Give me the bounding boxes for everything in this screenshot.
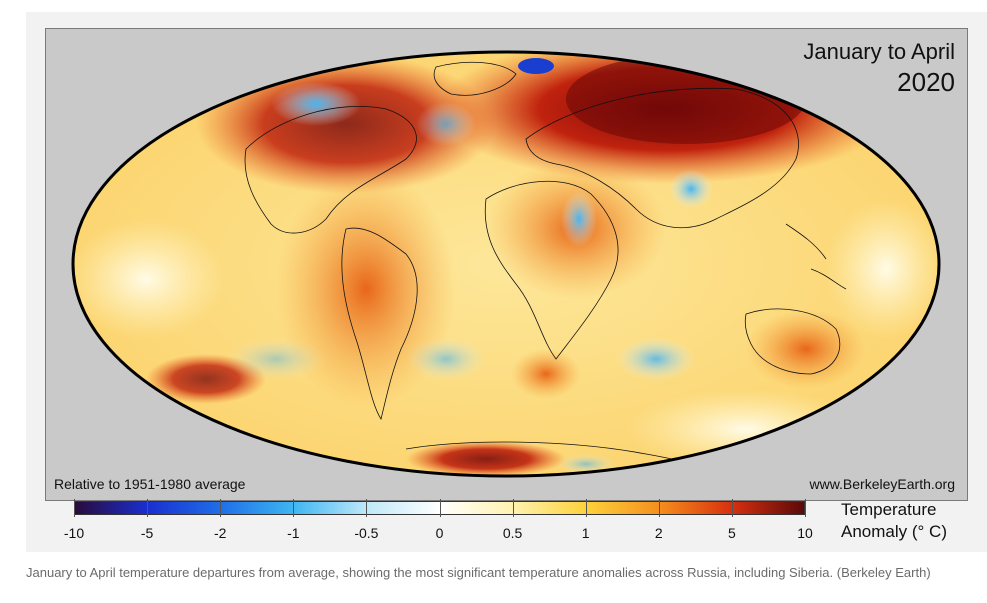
colorbar-tick-label: 5 — [727, 525, 736, 541]
globe-outline — [71, 50, 941, 478]
colorbar-tick — [439, 499, 441, 517]
colorbar-tick-label: -1 — [287, 525, 300, 541]
colorbar-tick-label: -10 — [63, 525, 85, 541]
coastlines — [244, 61, 847, 476]
map-frame: January to April 2020 Relative to 1951-1… — [45, 28, 968, 501]
colorbar-tick — [658, 499, 660, 517]
colorbar-tick — [585, 499, 587, 517]
colorbar-tick — [74, 499, 75, 517]
colorbar-tick-label: 0.5 — [502, 525, 523, 541]
figure: January to April 2020 Relative to 1951-1… — [26, 12, 987, 552]
colorbar-tick-label: 2 — [654, 525, 663, 541]
colorbar-tick-label: -2 — [213, 525, 227, 541]
colorbar-tick-label: -0.5 — [354, 525, 379, 541]
baseline-note: Relative to 1951-1980 average — [54, 476, 246, 492]
colorbar-tick-label: -5 — [140, 525, 154, 541]
legend-title: Temperature — [841, 500, 937, 519]
colorbar-tick — [366, 499, 368, 517]
colorbar-tick — [805, 499, 806, 517]
legend-unit: Anomaly (° C) — [841, 522, 947, 541]
colorbar-tick — [293, 499, 295, 517]
map-title: January to April — [803, 39, 955, 64]
colorbar-tick-label: 0 — [435, 525, 444, 541]
anomaly-map — [71, 50, 941, 478]
colorbar-tick — [512, 499, 514, 517]
colorbar-tick-label: 10 — [797, 525, 813, 541]
colorbar-tick — [220, 499, 222, 517]
anomaly-field — [73, 52, 939, 476]
colorbar — [74, 499, 806, 517]
figure-caption: January to April temperature departures … — [26, 565, 931, 580]
colorbar-tick-label: 1 — [581, 525, 590, 541]
source-url: www.BerkeleyEarth.org — [809, 476, 955, 492]
colorbar-tick — [731, 499, 733, 517]
colorbar-tick — [147, 499, 149, 517]
map-year: 2020 — [897, 67, 955, 97]
